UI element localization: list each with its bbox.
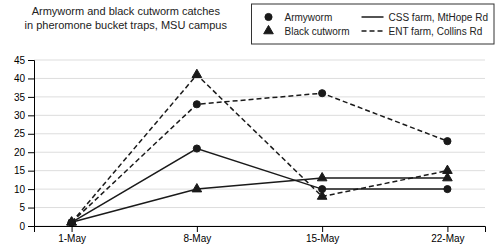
grid-line bbox=[34, 170, 485, 171]
line bbox=[72, 93, 448, 222]
chart-container: Armyworm and black cutworm catches in phe… bbox=[0, 0, 500, 250]
tick-mark bbox=[197, 226, 198, 232]
tick: 20 bbox=[14, 147, 34, 158]
tick: 45 bbox=[14, 55, 34, 66]
tick-mark bbox=[28, 60, 34, 61]
marker bbox=[68, 219, 75, 226]
series bbox=[68, 145, 451, 226]
title: Armyworm and black cutworm catches bbox=[32, 5, 221, 17]
tick: 15 bbox=[14, 165, 34, 176]
marker bbox=[443, 172, 453, 180]
grid bbox=[34, 60, 485, 226]
legend-item: CSS farm, MtHope Rd bbox=[362, 12, 488, 23]
series bbox=[67, 69, 452, 225]
legend-label: Armyworm bbox=[285, 12, 333, 23]
tick-mark bbox=[28, 189, 34, 190]
tick-label: 8-May bbox=[183, 233, 211, 244]
tick: 0 bbox=[19, 221, 34, 232]
legend-item: Black cutworm bbox=[264, 25, 350, 36]
marker bbox=[68, 219, 75, 226]
tick-mark bbox=[322, 226, 323, 232]
tick-label: 22-May bbox=[431, 233, 464, 244]
legend-box bbox=[252, 4, 495, 44]
legend: Armyworm Black cutworm CSS farm, MtHope Rd… bbox=[252, 4, 495, 44]
tick-mark bbox=[28, 226, 34, 227]
tick: 1-May bbox=[58, 226, 86, 244]
series bbox=[68, 90, 451, 226]
tick-label: 45 bbox=[14, 55, 26, 66]
tick-label: 1-May bbox=[58, 233, 86, 244]
marks bbox=[67, 69, 452, 226]
tick-label: 10 bbox=[14, 184, 26, 195]
tick-label: 20 bbox=[14, 147, 26, 158]
tick-mark bbox=[72, 226, 73, 232]
tick: 8-May bbox=[183, 226, 211, 244]
grid-line bbox=[34, 96, 485, 97]
title-group: Armyworm and black cutworm catches in phe… bbox=[25, 5, 228, 31]
tick: 30 bbox=[14, 110, 34, 121]
marker bbox=[192, 69, 202, 77]
marker bbox=[67, 217, 77, 225]
marker bbox=[444, 138, 451, 145]
tick-mark bbox=[28, 97, 34, 98]
legend-item: Armyworm bbox=[265, 12, 332, 23]
grid-line bbox=[34, 133, 485, 134]
marker bbox=[192, 184, 202, 192]
tick-mark bbox=[28, 171, 34, 172]
chart: Armyworm and black cutworm catches in phe… bbox=[0, 0, 500, 250]
grid-line bbox=[34, 115, 485, 116]
tick: 25 bbox=[14, 128, 34, 139]
legend-label: Black cutworm bbox=[285, 26, 350, 37]
marker bbox=[67, 217, 77, 225]
tick-mark bbox=[447, 226, 448, 232]
tick: 15-May bbox=[306, 226, 339, 244]
line bbox=[72, 178, 448, 222]
tick-label: 30 bbox=[14, 110, 26, 121]
legend-swatch bbox=[362, 30, 384, 32]
x-axis: 1-May 8-May 15-May 22-May bbox=[35, 226, 486, 244]
tick-label: 15-May bbox=[306, 233, 339, 244]
tick-label: 25 bbox=[14, 128, 26, 139]
marker bbox=[319, 90, 326, 97]
marker bbox=[319, 186, 326, 193]
y-axis: 0 5 10 15 20 25 30 35 40 45 bbox=[14, 55, 35, 232]
tick: 5 bbox=[19, 202, 34, 213]
tick-label: 5 bbox=[19, 202, 25, 213]
marker bbox=[444, 186, 451, 193]
tick: 40 bbox=[14, 73, 34, 84]
grid-line bbox=[34, 207, 485, 208]
tick: 10 bbox=[14, 184, 34, 195]
grid-line bbox=[34, 78, 485, 79]
tick-mark bbox=[28, 115, 34, 116]
tick-mark bbox=[28, 78, 34, 79]
plot-area: 1-May 8-May 15-May 22-May 0 5 10 15 20 25 30 35 40 45 bbox=[14, 55, 486, 244]
marker bbox=[317, 172, 327, 180]
tick-label: 0 bbox=[19, 221, 25, 232]
tick: 35 bbox=[14, 92, 34, 103]
tick-mark bbox=[28, 208, 34, 209]
legend-label: ENT farm, Collins Rd bbox=[389, 26, 483, 37]
series bbox=[67, 172, 452, 225]
legend-label: CSS farm, MtHope Rd bbox=[389, 12, 488, 23]
line bbox=[72, 149, 448, 223]
tick-label: 15 bbox=[14, 165, 26, 176]
axis-line bbox=[35, 227, 486, 233]
legend-swatch bbox=[264, 25, 274, 33]
tick-label: 35 bbox=[14, 92, 26, 103]
legend-item: ENT farm, Collins Rd bbox=[362, 26, 483, 37]
legend-swatch bbox=[362, 16, 384, 18]
axis-line bbox=[28, 61, 35, 227]
legend-swatch bbox=[265, 13, 272, 20]
subtitle: in pheromone bucket traps, MSU campus bbox=[25, 19, 228, 31]
marker bbox=[193, 101, 200, 108]
tick-mark bbox=[28, 152, 34, 153]
marker bbox=[193, 145, 200, 152]
grid-line bbox=[34, 60, 485, 61]
tick: 22-May bbox=[431, 226, 464, 244]
tick-mark bbox=[28, 134, 34, 135]
grid-line bbox=[34, 152, 485, 153]
line bbox=[72, 75, 448, 223]
tick-label: 40 bbox=[14, 73, 26, 84]
